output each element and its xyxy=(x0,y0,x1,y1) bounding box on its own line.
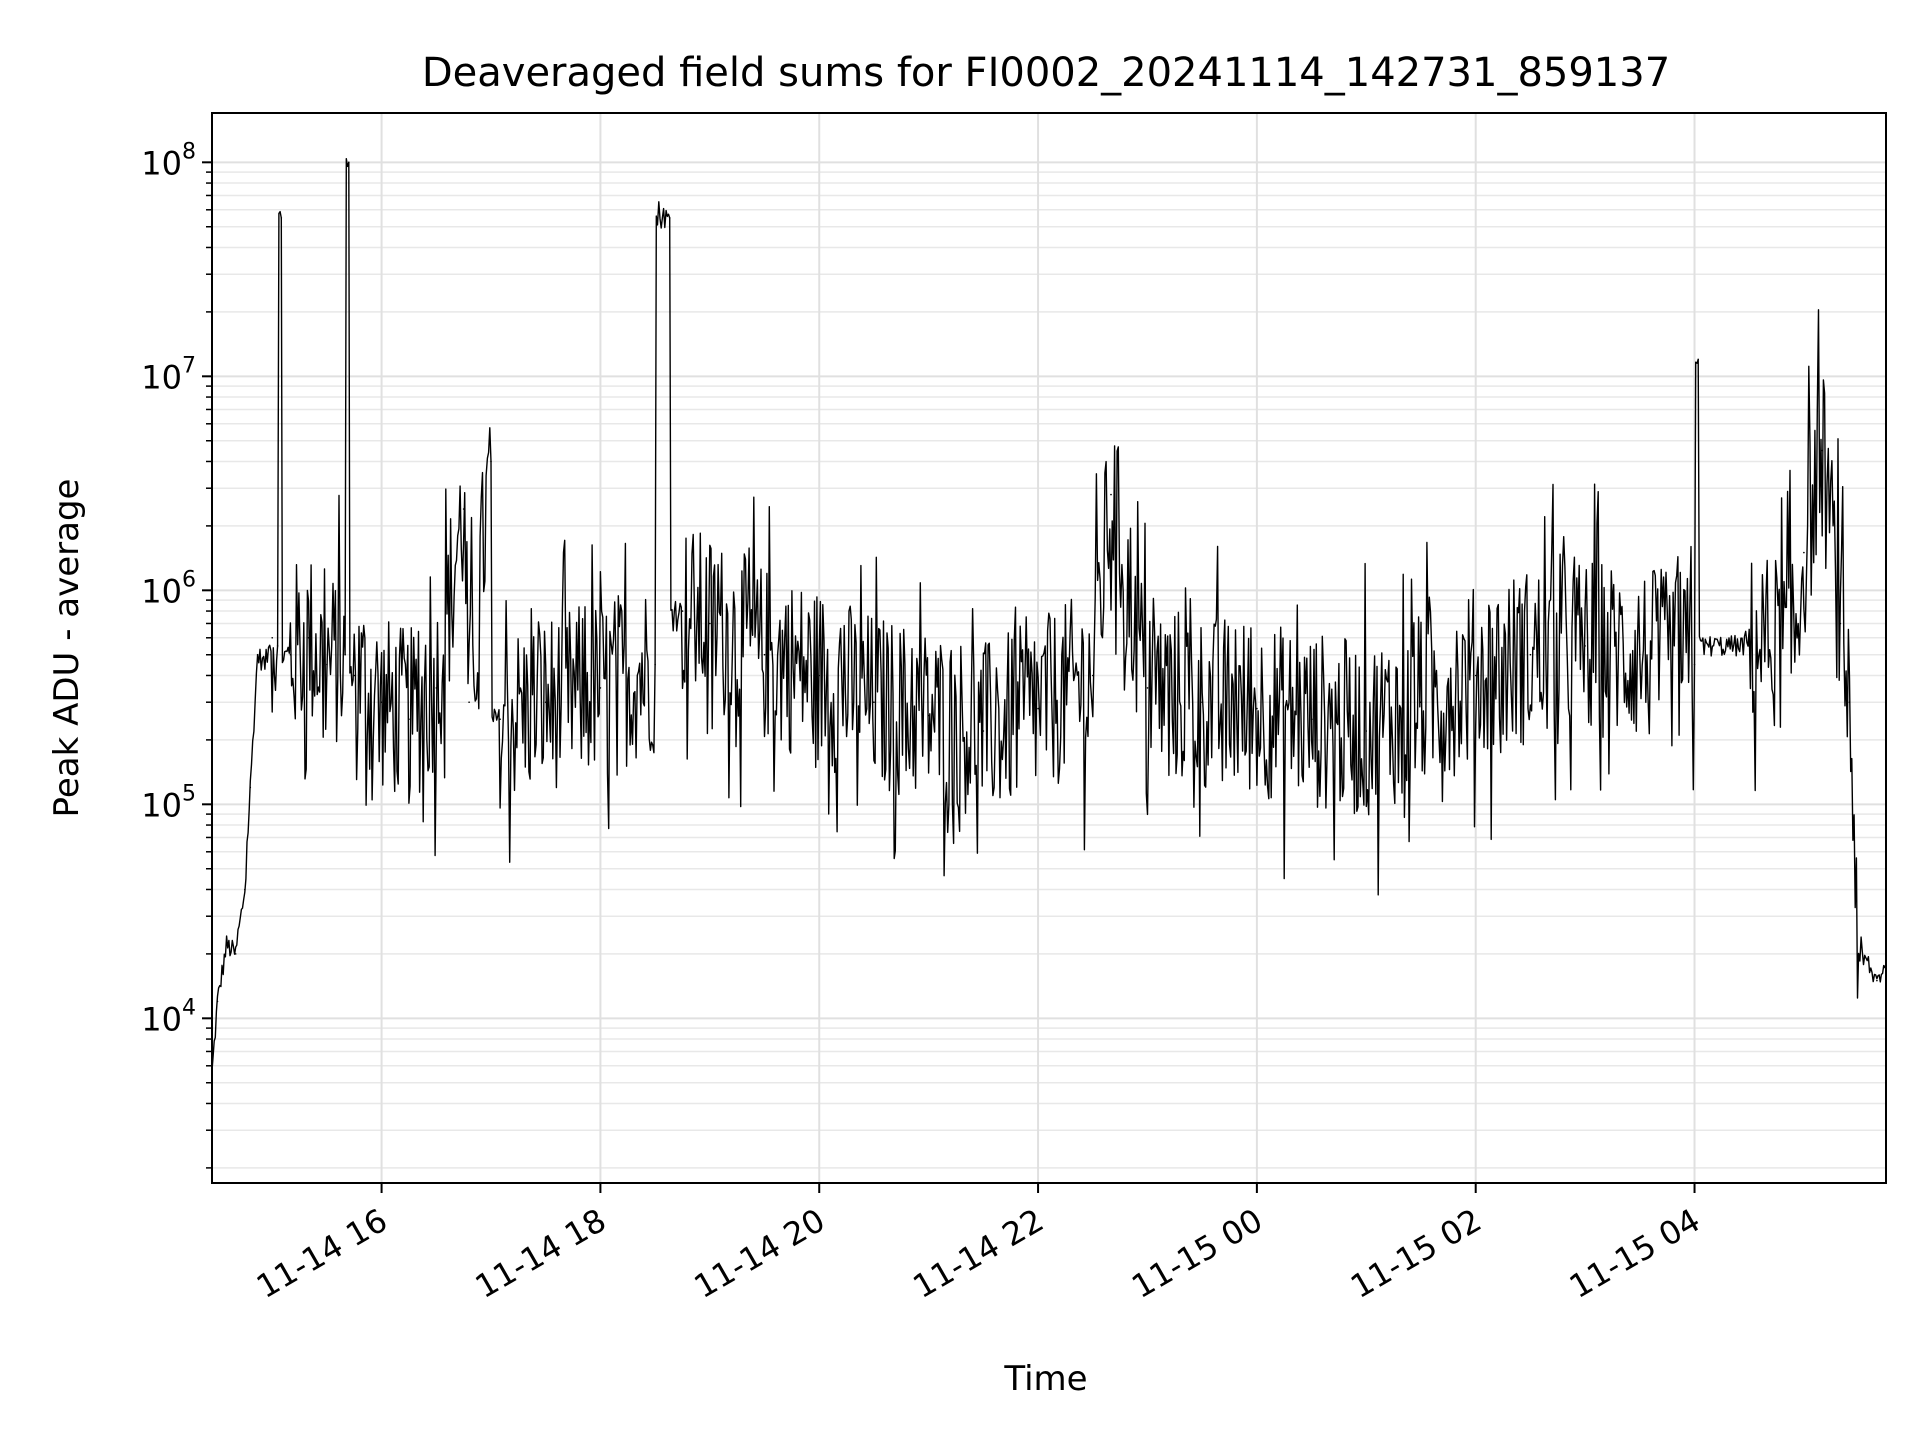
data-point xyxy=(1803,551,1805,554)
data-point xyxy=(1639,653,1641,656)
data-layer xyxy=(211,158,1887,1075)
data-point xyxy=(326,663,328,666)
data-point xyxy=(1420,701,1422,703)
data-point xyxy=(1529,653,1532,656)
data-point xyxy=(216,1000,219,1003)
y-tick-label: 108 xyxy=(141,139,196,182)
data-point xyxy=(353,674,356,677)
data-point xyxy=(468,701,470,703)
data-point xyxy=(276,645,279,647)
data-point xyxy=(1037,707,1039,710)
data-point xyxy=(1201,701,1203,703)
data-point xyxy=(1848,701,1851,703)
data-point xyxy=(1794,637,1796,639)
data-point xyxy=(280,217,283,219)
data-point xyxy=(544,701,547,703)
chart-title: Deaveraged field sums for FI0002_2024111… xyxy=(422,50,1670,96)
data-point xyxy=(1876,979,1878,982)
y-tick-label: 104 xyxy=(141,995,196,1038)
data-point xyxy=(408,718,410,720)
data-point xyxy=(225,944,228,946)
data-point xyxy=(1310,718,1313,720)
data-point xyxy=(599,687,602,689)
data-point xyxy=(1748,645,1750,647)
data-point xyxy=(348,161,350,164)
data-point xyxy=(681,610,684,612)
plot-frame xyxy=(211,112,1887,1184)
data-point xyxy=(380,701,383,703)
y-tick-label: 107 xyxy=(141,353,196,396)
data-point xyxy=(1584,645,1586,647)
data-point xyxy=(435,687,438,689)
data-point xyxy=(344,653,346,656)
data-point xyxy=(234,953,237,955)
data-point xyxy=(1693,663,1696,666)
data-point xyxy=(1697,358,1699,361)
data-point xyxy=(763,653,766,656)
data-point xyxy=(289,653,292,656)
data-point xyxy=(1474,674,1477,677)
y-axis-label: Peak ADU - average xyxy=(47,479,87,818)
data-point xyxy=(490,460,492,463)
data-point xyxy=(256,653,259,656)
data-point xyxy=(462,508,465,510)
data-point xyxy=(1146,687,1149,689)
data-point xyxy=(1365,730,1368,732)
data-point xyxy=(1839,622,1842,625)
data-point xyxy=(668,217,671,219)
data-point xyxy=(271,637,274,639)
series-line xyxy=(211,158,1887,1071)
data-point xyxy=(499,718,501,720)
data-point xyxy=(1110,493,1112,496)
data-point xyxy=(1821,449,1823,452)
data-point xyxy=(264,663,266,666)
data-point xyxy=(1857,953,1860,955)
y-tick-label: 105 xyxy=(141,781,196,824)
data-point xyxy=(927,714,930,717)
x-axis-label: Time xyxy=(1003,1359,1087,1399)
data-point xyxy=(654,663,656,666)
data-point xyxy=(244,888,246,891)
data-point xyxy=(307,637,310,639)
data-point xyxy=(1092,674,1094,677)
data-point xyxy=(818,674,820,677)
data-point xyxy=(982,730,985,732)
data-point xyxy=(249,786,252,789)
data-point xyxy=(709,622,711,625)
y-tick-label: 106 xyxy=(141,567,196,610)
y-axis-ticks: 104 105 106 107 108 xyxy=(141,139,212,1169)
data-point xyxy=(873,701,875,703)
data-point xyxy=(1256,707,1258,710)
